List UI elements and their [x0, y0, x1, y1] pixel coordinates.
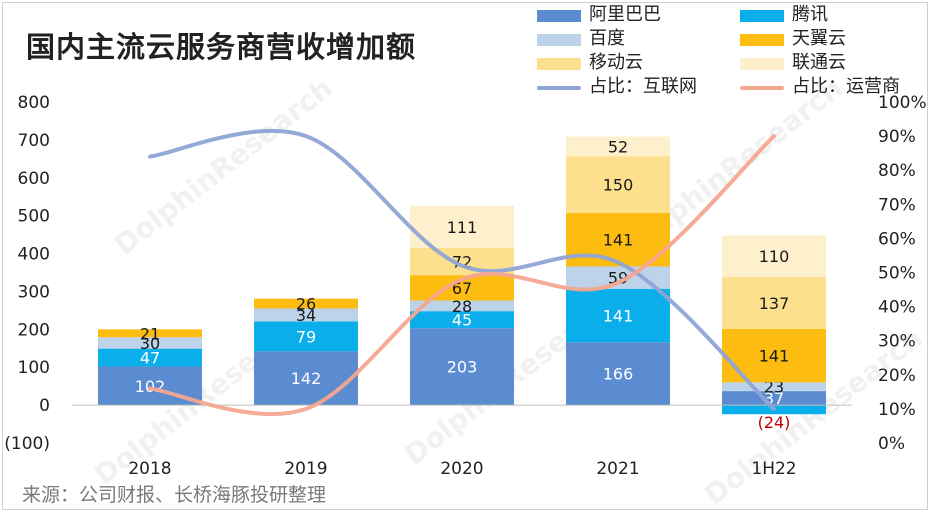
- y-right-tick-label: 30%: [878, 332, 916, 352]
- y-left-tick-label: 800: [18, 93, 50, 113]
- bar-data-label: 166: [603, 365, 634, 384]
- series-line: [148, 134, 776, 417]
- legend-swatch: [740, 34, 784, 46]
- bar-data-label: 79: [296, 327, 316, 346]
- y-left-tick-label: 100: [18, 358, 50, 378]
- bar-segment: [722, 391, 826, 406]
- y-right-tick-label: 60%: [878, 229, 916, 249]
- y-right-tick-label: 10%: [878, 400, 916, 420]
- bar-segment: [98, 337, 202, 349]
- y-right-tick-label: 70%: [878, 195, 916, 215]
- legend-swatch: [537, 86, 581, 90]
- legend-label: 天翼云: [792, 28, 846, 49]
- series-line: [148, 128, 776, 411]
- bar-segment: [410, 328, 514, 406]
- bar-data-label: (24): [758, 413, 791, 432]
- y-left-tick-label: 200: [18, 320, 50, 340]
- legend-swatch: [537, 34, 581, 46]
- bar-data-label: 26: [296, 295, 316, 314]
- bar-segment: [722, 235, 826, 278]
- legend-label: 占比：互联网: [589, 76, 697, 97]
- chart-legend: 阿里巴巴 腾讯百度 天翼云移动云 联通云占比：互联网 占比：运营商: [537, 4, 923, 100]
- y-left-tick-label: 300: [18, 282, 50, 302]
- x-tick-label: 2020: [440, 459, 483, 479]
- bar-data-label: 23: [764, 378, 784, 397]
- bar-segment: [722, 277, 826, 329]
- bar-segment: [410, 311, 514, 329]
- bar-segment: [254, 308, 358, 322]
- y-right-tick-label: 40%: [878, 298, 916, 318]
- bar-segment: [722, 382, 826, 392]
- y-right-tick-label: 0%: [878, 434, 905, 454]
- bar-segment: [410, 300, 514, 312]
- bar-data-label: 34: [296, 306, 316, 325]
- y-right-tick-label: 100%: [878, 93, 927, 113]
- y-right-tick-label: 20%: [878, 366, 916, 386]
- bar-data-label: 150: [603, 176, 634, 195]
- legend-label: 联通云: [792, 52, 846, 73]
- bar-data-label: 45: [452, 311, 472, 330]
- bar-segment: [254, 351, 358, 406]
- x-tick-label: 1H22: [751, 459, 796, 479]
- chart-title: 国内主流云服务商营收增加额: [26, 30, 417, 64]
- legend-label: 腾讯: [792, 4, 828, 25]
- bar-segment: [566, 288, 670, 343]
- bar-data-label: 141: [603, 307, 634, 326]
- bar-data-label: 142: [291, 369, 322, 388]
- x-tick-label: 2018: [128, 459, 171, 479]
- legend-swatch: [740, 58, 784, 70]
- bar-data-label: 47: [140, 349, 160, 368]
- y-right-tick-label: 50%: [878, 264, 916, 284]
- legend-label: 移动云: [589, 52, 643, 73]
- legend-swatch: [740, 86, 784, 90]
- y-left-tick-label: 500: [18, 207, 50, 227]
- source-note: 来源：公司财报、长桥海豚投研整理: [22, 484, 327, 506]
- x-tick-label: 2021: [596, 459, 639, 479]
- bar-data-label: 102: [135, 377, 166, 396]
- y-left-tick-label: 0: [39, 396, 50, 416]
- bar-data-label: 111: [447, 218, 478, 237]
- bar-data-label: 21: [140, 324, 160, 343]
- x-tick-label: 2019: [284, 459, 327, 479]
- bar-segment: [254, 298, 358, 309]
- bar-data-label: 137: [759, 294, 790, 313]
- legend-label: 百度: [589, 28, 625, 49]
- legend-label: 阿里巴巴: [589, 4, 661, 25]
- bar-segment: [566, 156, 670, 214]
- legend-swatch: [740, 10, 784, 22]
- y-left-tick-label: 700: [18, 131, 50, 151]
- bar-data-label: 28: [452, 297, 472, 316]
- bar-segment: [566, 266, 670, 289]
- bar-data-label: 52: [608, 137, 628, 156]
- bar-data-label: 110: [759, 247, 790, 266]
- bar-segment: [98, 329, 202, 338]
- bar-segment: [566, 136, 670, 157]
- bar-segment: [566, 342, 670, 406]
- bar-data-label: 30: [140, 334, 160, 353]
- bar-data-label: 141: [603, 231, 634, 250]
- y-right-tick-label: 90%: [878, 127, 916, 147]
- bar-data-label: 203: [447, 358, 478, 377]
- y-right-tick-label: 80%: [878, 161, 916, 181]
- legend-label: 占比：运营商: [792, 76, 900, 97]
- y-left-tick-label: (100): [4, 434, 50, 454]
- y-left-tick-label: 400: [18, 245, 50, 265]
- bar-data-label: 141: [759, 347, 790, 366]
- legend-swatch: [537, 58, 581, 70]
- bar-segment: [254, 321, 358, 352]
- legend-swatch: [537, 10, 581, 22]
- y-left-tick-label: 600: [18, 169, 50, 189]
- bar-segment: [98, 348, 202, 367]
